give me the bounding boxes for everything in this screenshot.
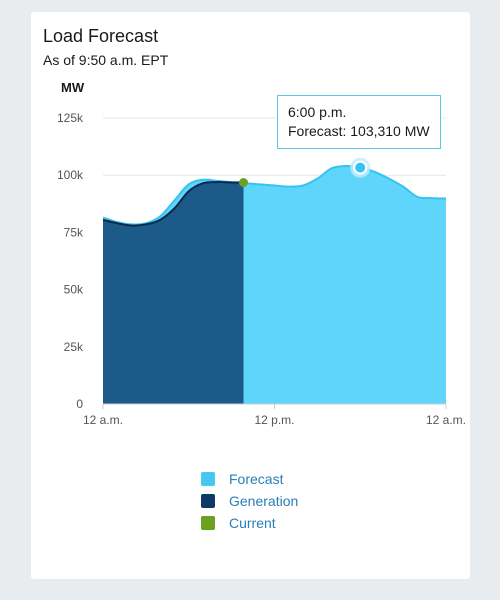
legend-label-generation: Generation	[229, 493, 299, 509]
x-tick-label: 12 a.m.	[426, 413, 466, 427]
y-tick-label: 50k	[64, 283, 84, 297]
card-title: Load Forecast	[43, 26, 159, 46]
x-tick-label: 12 a.m.	[83, 413, 123, 427]
forecast-line	[102, 165, 447, 226]
legend-swatch-current	[201, 516, 215, 530]
y-tick-label: 25k	[64, 340, 84, 354]
x-axis-ticks: 12 a.m. 12 p.m. 12 a.m.	[83, 404, 466, 427]
legend-swatch-generation	[201, 494, 215, 508]
current-point[interactable]	[238, 178, 248, 188]
y-axis-ticks: 0 25k 50k 75k 100k 125k	[57, 111, 84, 411]
x-tick-label: 12 p.m.	[254, 413, 294, 427]
y-tick-label: 75k	[64, 225, 84, 239]
legend-item-forecast[interactable]: Forecast	[201, 468, 298, 490]
highlight-point[interactable]	[353, 160, 368, 175]
tooltip-value: Forecast: 103,310 MW	[288, 123, 430, 139]
legend-label-forecast: Forecast	[229, 471, 284, 487]
load-forecast-card: Load Forecast As of 9:50 a.m. EPT MW 0 25…	[31, 12, 470, 579]
y-tick-label: 100k	[57, 168, 84, 182]
y-tick-label: 125k	[57, 111, 84, 125]
y-axis-unit-label: MW	[61, 80, 85, 95]
y-tick-label: 0	[76, 397, 83, 411]
legend-label-current: Current	[229, 515, 276, 531]
legend-swatch-forecast	[201, 472, 215, 486]
generation-line	[102, 181, 244, 227]
legend-item-current[interactable]: Current	[201, 512, 298, 534]
chart-legend: Forecast Generation Current	[201, 468, 298, 534]
chart-tooltip: 6:00 p.m. Forecast: 103,310 MW	[277, 95, 441, 149]
card-subtitle: As of 9:50 a.m. EPT	[43, 52, 169, 68]
generation-area	[103, 182, 244, 404]
tooltip-time: 6:00 p.m.	[288, 104, 347, 120]
legend-item-generation[interactable]: Generation	[201, 490, 298, 512]
